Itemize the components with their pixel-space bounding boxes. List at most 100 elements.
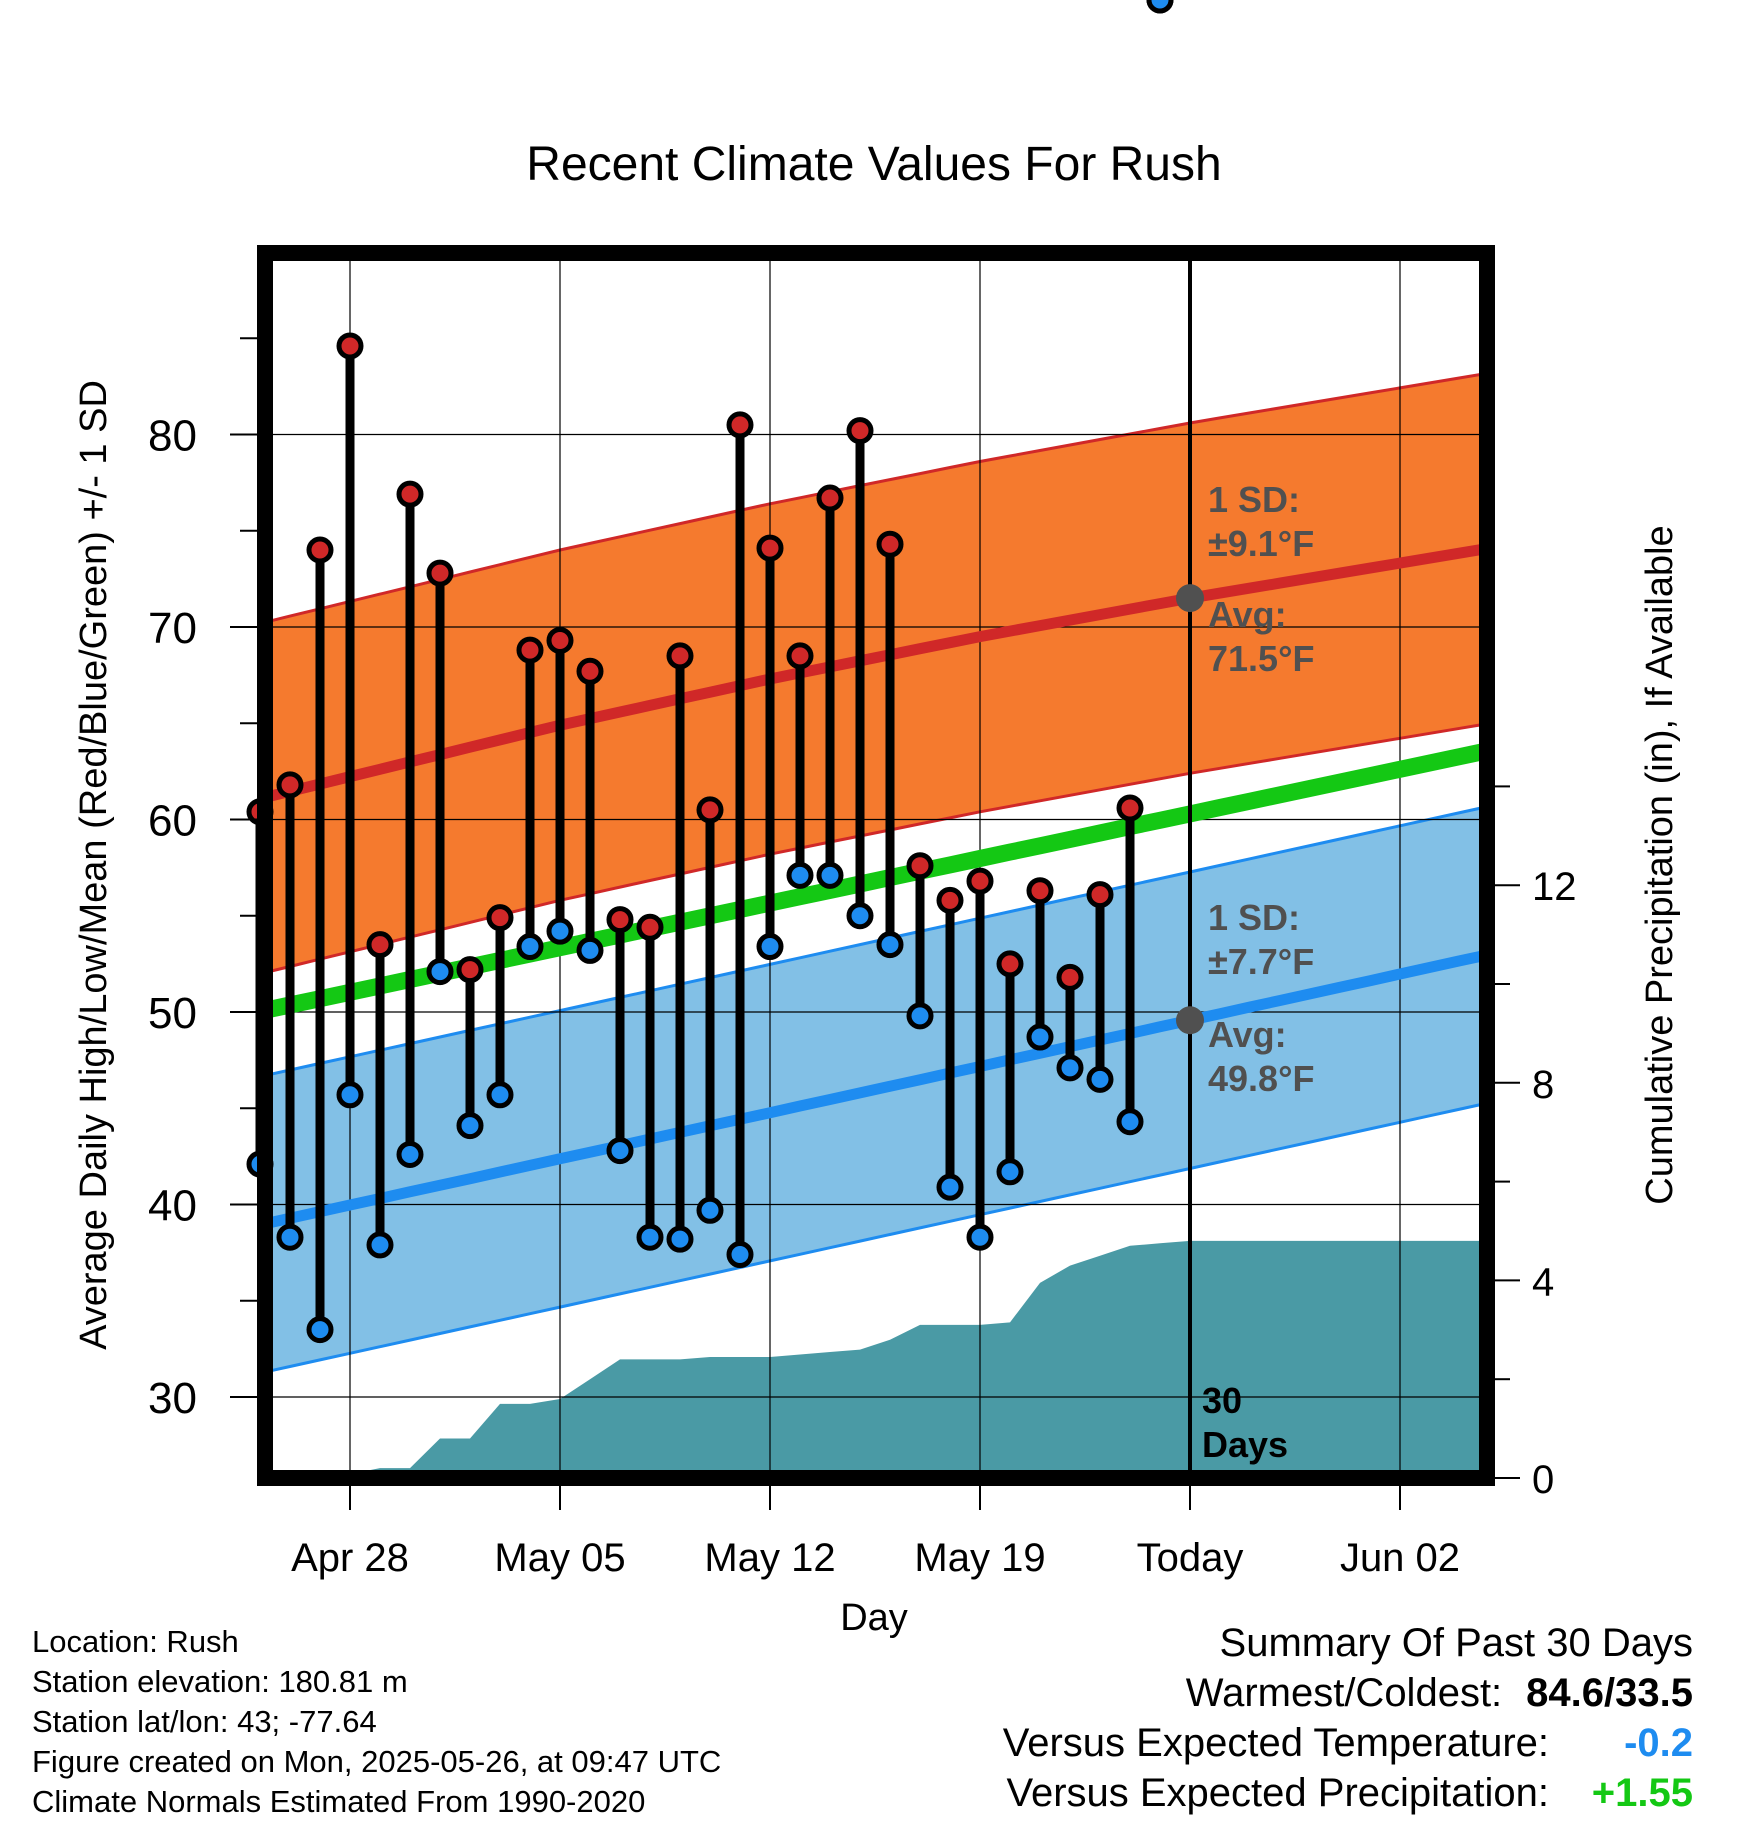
- x-tick-label: May 12: [704, 1536, 835, 1580]
- low-dot: [666, 1225, 694, 1253]
- low-dot: [816, 861, 844, 889]
- precip-area: [265, 1240, 1487, 1478]
- low-dot: [546, 917, 574, 945]
- low-normal-line: [265, 949, 1487, 1230]
- low-dot: [876, 931, 904, 959]
- high-dot: [1116, 794, 1144, 822]
- high-dot: [936, 886, 964, 914]
- y-axis-label-right: Cumulative Precipitation (in), If Availa…: [1639, 525, 1681, 1204]
- high-dot: [1056, 963, 1084, 991]
- low-dot: [456, 1112, 484, 1140]
- high-avg-annotation-line-0: Avg:: [1208, 594, 1287, 635]
- plot-frame: [257, 245, 1495, 1486]
- high-dot: [876, 530, 904, 558]
- high-dot: [306, 536, 334, 564]
- low-dot: [726, 1241, 754, 1269]
- low-avg-annotation-line-0: Avg:: [1208, 1014, 1287, 1055]
- high-avg-annotation-line-1: 71.5°F: [1208, 638, 1314, 679]
- station-info: Location: Rush Station elevation: 180.81…: [32, 1622, 721, 1822]
- low-dot: [846, 902, 874, 930]
- high-dot: [816, 484, 844, 512]
- high-dot: [606, 906, 634, 934]
- x-tick-label: May 19: [914, 1536, 1045, 1580]
- y-left-tick-label: 50: [148, 989, 197, 1038]
- low-dot: [1146, 0, 1174, 14]
- low-dot: [996, 1158, 1024, 1186]
- low-dot: [486, 1081, 514, 1109]
- high-dot: [756, 534, 784, 562]
- high-dot: [996, 950, 1024, 978]
- low-dot: [696, 1196, 724, 1224]
- high-dot: [336, 332, 364, 360]
- y-right-tick-label: 4: [1532, 1260, 1554, 1304]
- low-dot: [396, 1140, 424, 1168]
- low-avg-marker: [1176, 1006, 1204, 1035]
- low-dot: [576, 936, 604, 964]
- high-dot: [966, 867, 994, 895]
- y-left-tick-label: 70: [148, 604, 197, 653]
- temp-label: Versus Expected Temperature:: [1002, 1721, 1549, 1765]
- low-band-lower-edge: [265, 1101, 1487, 1374]
- low-dot: [516, 933, 544, 961]
- x-axis-label: Day: [840, 1597, 908, 1639]
- high-dot: [486, 904, 514, 932]
- temp-value: -0.2: [1624, 1721, 1693, 1765]
- high-dot: [276, 771, 304, 799]
- high-dot: [1086, 881, 1114, 909]
- summary-precip-row: Versus Expected Precipitation: +1.55: [1003, 1768, 1693, 1818]
- y-right-tick-label: 0: [1532, 1458, 1554, 1502]
- y-right-tick-label: 12: [1532, 865, 1577, 909]
- y-left-tick-label: 80: [148, 412, 197, 461]
- high-dot: [726, 411, 754, 439]
- high-dot: [786, 642, 814, 670]
- low-sd-annotation-line-0: 1 SD:: [1208, 897, 1300, 938]
- latlon-text: Station lat/lon: 43; -77.64: [32, 1704, 377, 1739]
- low-dot: [336, 1081, 364, 1109]
- high-dot: [696, 796, 724, 824]
- high-dot: [846, 417, 874, 445]
- high-dot: [576, 657, 604, 685]
- created-text: Figure created on Mon, 2025-05-26, at 09…: [32, 1744, 722, 1779]
- summary-warmest-row: Warmest/Coldest: 84.6/33.5: [1003, 1668, 1693, 1718]
- summary-temp-row: Versus Expected Temperature: -0.2: [1003, 1718, 1693, 1768]
- low-band-upper-edge: [265, 805, 1487, 1078]
- period-label-line-1: Days: [1202, 1424, 1288, 1465]
- low-dot: [1026, 1023, 1054, 1051]
- low-dot: [1056, 1054, 1084, 1082]
- x-tick-label: Jun 02: [1340, 1536, 1460, 1580]
- low-dot: [906, 1002, 934, 1030]
- elevation-text: Station elevation: 180.81 m: [32, 1664, 408, 1699]
- high-dot: [666, 642, 694, 670]
- period-label-line-0: 30: [1202, 1380, 1242, 1421]
- y-axis-label-left: Average Daily High/Low/Mean (Red/Blue/Gr…: [73, 380, 115, 1350]
- summary-panel: Summary Of Past 30 Days Warmest/Coldest:…: [1003, 1618, 1693, 1818]
- y-left-tick-label: 30: [148, 1374, 197, 1423]
- high-sd-annotation-line-1: ±9.1°F: [1208, 523, 1314, 564]
- low-dot: [1116, 1108, 1144, 1136]
- low-dot: [606, 1137, 634, 1165]
- low-sd-annotation-line-1: ±7.7°F: [1208, 941, 1314, 982]
- plot-area: [265, 253, 1487, 1478]
- precip-label: Versus Expected Precipitation:: [1006, 1771, 1549, 1815]
- x-tick-label: May 05: [494, 1536, 625, 1580]
- high-dot: [516, 636, 544, 664]
- summary-heading: Summary Of Past 30 Days: [1219, 1621, 1693, 1665]
- low-dot: [756, 933, 784, 961]
- y-left-tick-label: 60: [148, 797, 197, 846]
- high-dot: [366, 931, 394, 959]
- high-dot: [426, 559, 454, 587]
- high-dot: [906, 852, 934, 880]
- low-dot: [636, 1223, 664, 1251]
- high-sd-band: [265, 373, 1487, 973]
- chart-title: Recent Climate Values For Rush: [526, 138, 1221, 191]
- high-dot: [456, 956, 484, 984]
- warmest-value: 84.6/33.5: [1526, 1671, 1693, 1715]
- low-dot: [366, 1231, 394, 1259]
- low-dot: [426, 958, 454, 986]
- high-sd-annotation-line-0: 1 SD:: [1208, 479, 1300, 520]
- low-dot: [966, 1223, 994, 1251]
- warmest-label: Warmest/Coldest:: [1185, 1671, 1503, 1715]
- high-dot: [636, 913, 664, 941]
